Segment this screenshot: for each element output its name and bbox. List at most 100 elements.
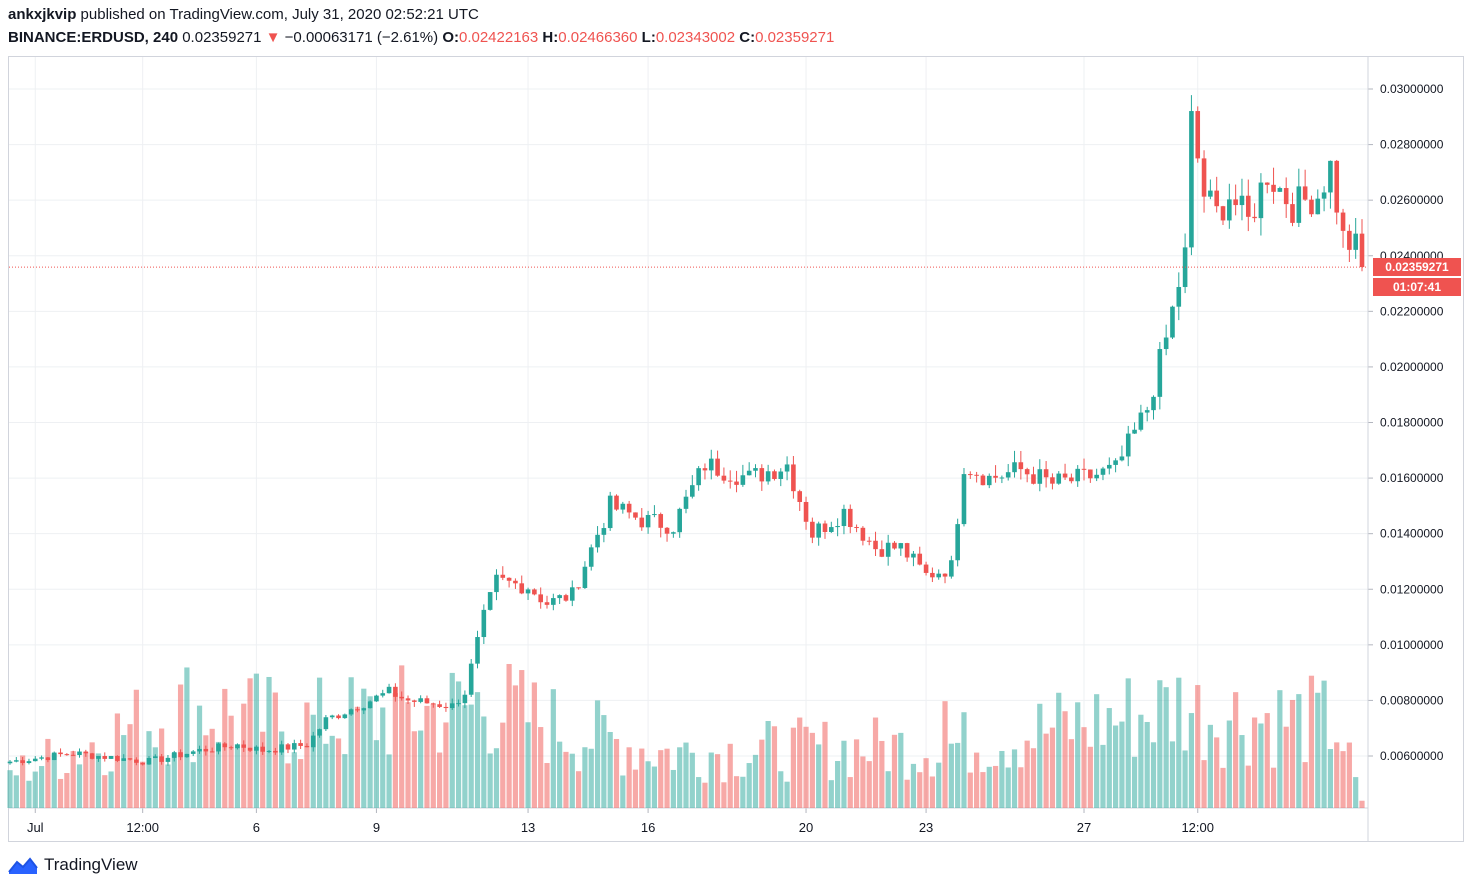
volume-bar [626,747,632,808]
volume-bar [348,677,354,808]
volume-bar [1289,699,1296,808]
volume-bar [557,741,563,808]
volume-bar [1334,742,1340,808]
volume-bar [1068,739,1074,808]
candle-body [696,468,701,486]
candle-body [1315,198,1321,215]
volume-bar [1264,713,1270,808]
candle-body [317,729,322,736]
volume-bar [607,731,613,808]
y-tick-label: 0.02200000 [1380,304,1444,318]
candle-body [614,495,619,510]
candle-body [664,527,670,534]
volume-bar [1087,746,1093,808]
candle-body [380,693,386,696]
candle-body [569,587,575,601]
candle-body [1271,184,1276,192]
candle-body [778,471,784,479]
candle-body [772,471,777,479]
volume-bar [803,726,809,808]
volume-bar [765,721,771,808]
volume-bar [57,778,64,808]
volume-bar [519,670,525,808]
volume-bar [917,772,923,808]
volume-bar [992,765,999,808]
symbol-label[interactable]: BINANCE:ERDUSD, 240 [8,29,179,46]
candle-body [633,512,638,518]
candle-body [961,474,967,525]
candle-body [1195,111,1201,159]
volume-bar [146,731,152,808]
tradingview-branding[interactable]: TradingView [8,852,138,878]
publish-info: ankxjkvip published on TradingView.com, … [8,6,479,23]
candle-body [1170,306,1175,338]
candle-body [683,496,689,509]
volume-bar [689,752,695,808]
candle-body [1050,477,1055,484]
volume-bar [1182,750,1188,808]
volume-bar [1258,723,1264,808]
candle-body [626,503,632,513]
volume-bar [1056,692,1062,808]
volume-bar [683,742,689,808]
y-tick-label: 0.01200000 [1380,582,1444,596]
current-price-tag: 0.02359271 [1373,258,1461,276]
volume-bar [512,685,519,808]
candle-body [209,751,215,753]
candle-body [171,752,177,758]
candle-body [885,542,891,557]
volume-bar [335,738,342,808]
volume-bar [708,752,714,808]
candle-body [355,709,360,711]
candle-body [1138,412,1144,430]
volume-bar [809,732,815,808]
volume-bar [361,688,367,808]
candle-body [291,743,297,750]
candle-body [399,696,405,699]
volume-bar [1176,677,1182,808]
volume-bar [948,743,954,808]
candle-body [1094,474,1099,479]
candle-body [1347,230,1352,250]
chart-area[interactable] [8,56,1464,842]
low-value: 0.02343002 [655,29,736,46]
volume-bar [1315,692,1321,808]
candle-body [601,528,607,535]
candle-body [1220,206,1226,221]
volume-bar [1113,725,1119,808]
candle-body [329,715,335,718]
candle-body [765,471,771,482]
volume-bar [828,780,834,808]
volume-bar [45,738,51,808]
volume-bar [1125,678,1131,808]
candle-body [1176,287,1182,307]
volume-bar [1188,713,1195,808]
y-tick-label: 0.01800000 [1380,416,1444,430]
candle-body [841,508,847,527]
volume-bar [133,689,139,808]
candle-body [506,577,512,581]
candle-body [1245,195,1251,217]
y-tick-label: 0.02800000 [1380,138,1444,152]
candle-body [437,704,442,707]
volume-bar [1207,724,1213,808]
high-value: 0.02466360 [558,29,638,46]
volume-bar [354,706,361,808]
candle-body [1334,160,1340,213]
candle-body [854,527,859,529]
volume-bar [531,682,537,808]
candle-body [1321,192,1327,199]
volume-bar [677,747,683,808]
candle-body [462,694,468,704]
candle-body [658,514,664,528]
candle-body [222,743,228,748]
volume-bar [462,705,468,808]
volume-bar [955,742,961,808]
volume-bar [392,693,398,808]
volume-bar [538,727,544,808]
volume-bar [329,735,335,808]
volume-bar [841,740,847,808]
candle-body [235,744,240,749]
author-name[interactable]: ankxjkvip [8,6,77,23]
